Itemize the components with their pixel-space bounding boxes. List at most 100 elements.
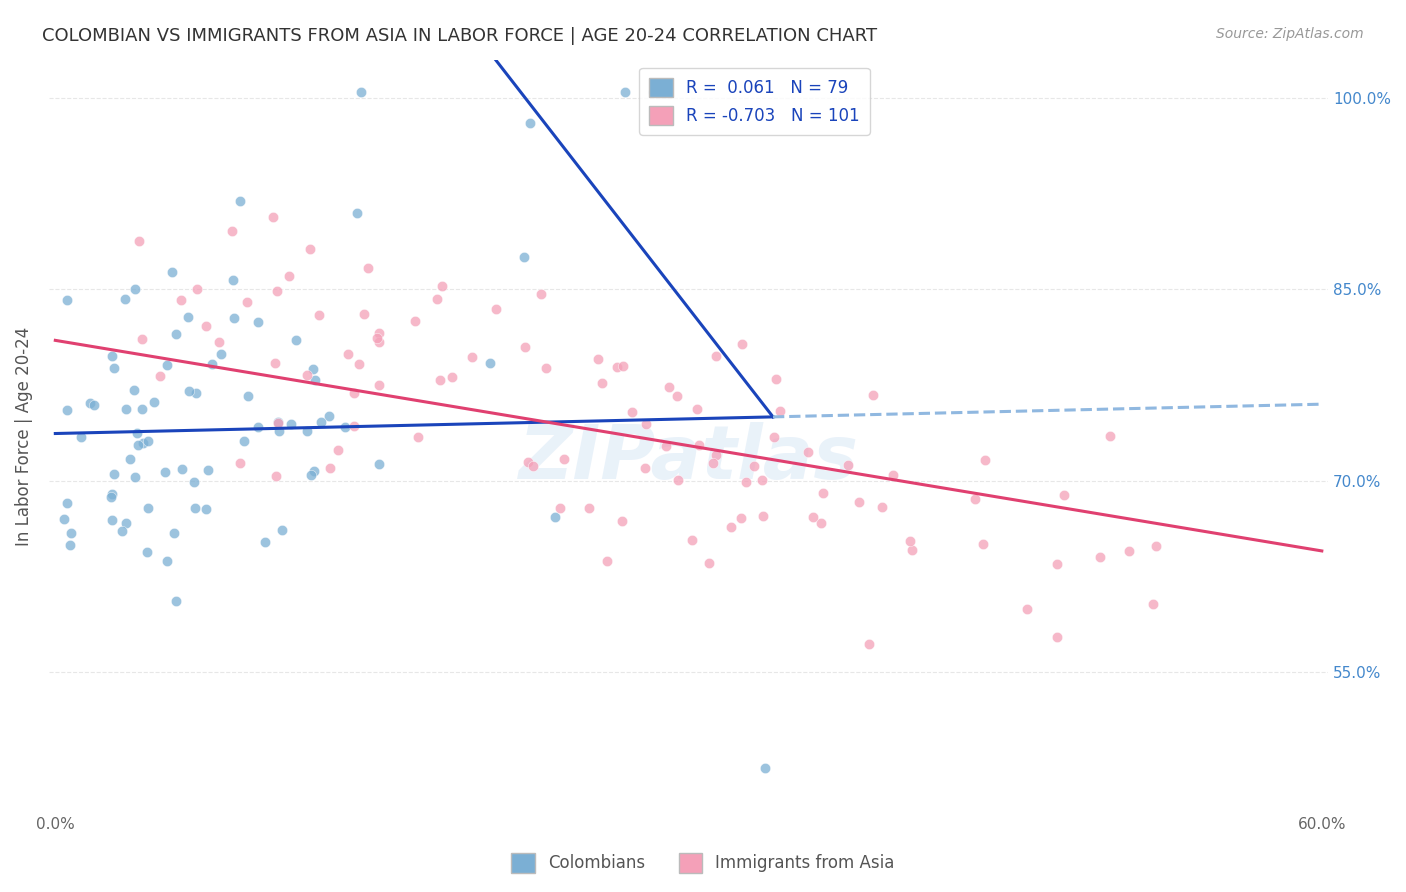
Point <box>156 359 179 373</box>
Point <box>209 347 232 361</box>
Point <box>513 251 536 265</box>
Point <box>404 314 426 328</box>
Point <box>156 554 179 568</box>
Point <box>810 516 832 531</box>
Point <box>368 326 391 340</box>
Point <box>122 383 145 397</box>
Point <box>280 417 302 432</box>
Point <box>591 376 613 390</box>
Point <box>870 500 893 514</box>
Point <box>55 402 77 417</box>
Point <box>103 360 125 375</box>
Point <box>308 308 330 322</box>
Point <box>172 462 194 476</box>
Point <box>263 356 285 370</box>
Point <box>136 545 159 559</box>
Point <box>114 292 136 306</box>
Point <box>183 475 205 490</box>
Point <box>155 465 177 479</box>
Point <box>295 425 318 439</box>
Point <box>1046 557 1069 571</box>
Point <box>686 401 709 416</box>
Point <box>426 292 449 306</box>
Point <box>658 380 681 394</box>
Point <box>614 85 637 99</box>
Point <box>972 537 994 551</box>
Point <box>267 415 290 429</box>
Point <box>704 449 727 463</box>
Point <box>720 520 742 534</box>
Point <box>100 491 122 505</box>
Point <box>349 357 371 371</box>
Point <box>621 405 644 419</box>
Point <box>124 469 146 483</box>
Point <box>197 463 219 477</box>
Point <box>346 205 368 219</box>
Point <box>367 458 389 472</box>
Point <box>522 458 544 473</box>
Point <box>165 327 187 342</box>
Point <box>165 593 187 607</box>
Point <box>79 396 101 410</box>
Point <box>837 458 859 472</box>
Point <box>336 347 359 361</box>
Point <box>513 340 536 354</box>
Point <box>131 436 153 450</box>
Point <box>730 510 752 524</box>
Point <box>519 116 541 130</box>
Point <box>247 419 270 434</box>
Point <box>318 409 340 424</box>
Point <box>131 332 153 346</box>
Point <box>184 386 207 401</box>
Point <box>848 495 870 509</box>
Point <box>295 368 318 383</box>
Point <box>763 430 786 444</box>
Point <box>60 525 83 540</box>
Point <box>304 373 326 387</box>
Point <box>461 351 484 365</box>
Point <box>765 372 787 386</box>
Point <box>128 234 150 248</box>
Point <box>69 429 91 443</box>
Point <box>127 438 149 452</box>
Point <box>124 282 146 296</box>
Point <box>328 442 350 457</box>
Legend: R =  0.061   N = 79, R = -0.703   N = 101: R = 0.061 N = 79, R = -0.703 N = 101 <box>640 68 870 135</box>
Point <box>548 500 571 515</box>
Point <box>751 508 773 523</box>
Point <box>704 349 727 363</box>
Point <box>367 334 389 349</box>
Point <box>811 486 834 500</box>
Point <box>366 330 388 344</box>
Point <box>655 439 678 453</box>
Point <box>299 467 322 482</box>
Point <box>302 361 325 376</box>
Point <box>553 451 575 466</box>
Point <box>1118 543 1140 558</box>
Text: Source: ZipAtlas.com: Source: ZipAtlas.com <box>1216 27 1364 41</box>
Point <box>101 512 124 526</box>
Point <box>368 378 391 392</box>
Point <box>115 516 138 530</box>
Point <box>440 369 463 384</box>
Point <box>222 273 245 287</box>
Point <box>278 268 301 283</box>
Point <box>236 295 259 310</box>
Point <box>666 388 689 402</box>
Point <box>136 500 159 515</box>
Point <box>55 496 77 510</box>
Point <box>201 357 224 371</box>
Point <box>1144 539 1167 553</box>
Point <box>973 453 995 467</box>
Point <box>59 538 82 552</box>
Point <box>485 301 508 316</box>
Point <box>186 282 208 296</box>
Point <box>730 337 752 351</box>
Point <box>530 287 553 301</box>
Point <box>681 533 703 548</box>
Point <box>194 502 217 516</box>
Point <box>900 543 922 558</box>
Point <box>342 385 364 400</box>
Y-axis label: In Labor Force | Age 20-24: In Labor Force | Age 20-24 <box>15 326 32 546</box>
Point <box>195 318 218 333</box>
